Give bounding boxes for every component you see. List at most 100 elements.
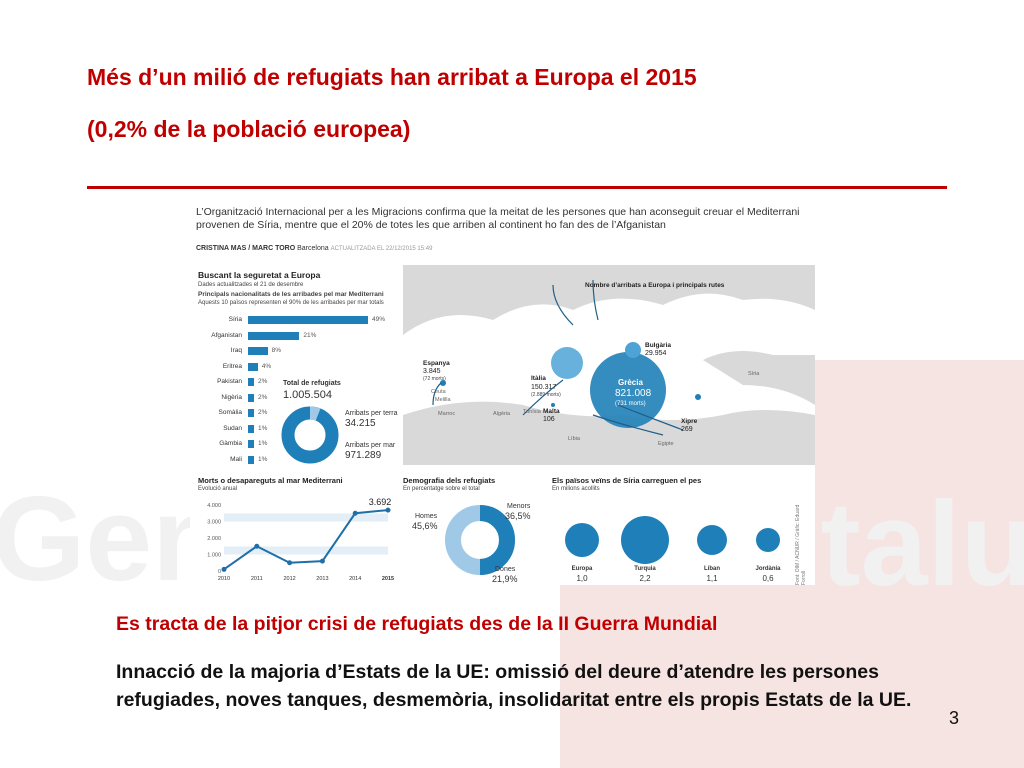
grid-band — [224, 546, 388, 555]
neighbour-value: 0,6 — [762, 574, 774, 583]
slide-title-subline: (0,2% de la població europea) — [87, 116, 411, 142]
route-arrows — [432, 279, 684, 436]
nationality-row: Afganistan 21% — [198, 331, 398, 341]
greece-bubble — [590, 352, 666, 428]
bulgaria-name: Bulgària — [645, 342, 671, 349]
nationality-pct: 1% — [258, 424, 268, 432]
demography-title: Demografia dels refugiats — [403, 476, 496, 485]
nationality-pct: 49% — [372, 316, 386, 323]
total-value: 1.005.504 — [283, 389, 332, 401]
y-tick-label: 3.000 — [207, 520, 221, 526]
neighbour-circle — [756, 528, 780, 552]
sea-label: Arribats per mar — [345, 442, 396, 449]
italy-name: Itàlia — [531, 375, 546, 382]
nationality-bar — [248, 409, 254, 417]
nationality-pct: 8% — [271, 347, 281, 354]
page-number: 3 — [949, 708, 960, 728]
route-arrow — [592, 279, 599, 321]
infographic-headline: L’Organització Internacional per a les M… — [196, 206, 800, 231]
nationality-pct: 21% — [303, 331, 317, 339]
neighbours-subtitle: En milions acollits — [552, 486, 600, 492]
route-arrow — [552, 284, 574, 326]
x-tick-label: 2010 — [218, 576, 230, 582]
nationality-pct: 1% — [258, 455, 268, 463]
nationality-pct: 2% — [258, 378, 268, 385]
spain-name: Espanya — [423, 360, 450, 367]
malta-value: 106 — [543, 416, 555, 423]
watermark-text-left: Gen — [0, 472, 226, 606]
section1-note: Dades actualitzades el 21 de desembre — [198, 282, 304, 288]
bulgaria-value: 29.954 — [645, 350, 667, 357]
route-arrow — [617, 404, 684, 431]
map-place-names: Ceuta Melilla Marroc Algèria Tunísia Líbia Egi… — [431, 371, 760, 447]
women-value: 21,9% — [492, 574, 518, 584]
infographic-byline: CRISTINA MAS / MARC TORO Barcelona ACTUA… — [196, 245, 432, 252]
deaths-point — [287, 560, 293, 566]
europe-landmass — [403, 265, 815, 335]
nationality-row: Somàlia 2% — [198, 408, 398, 418]
nationality-pct: 1% — [258, 440, 268, 447]
neighbour-name: Europa — [571, 566, 593, 572]
nationality-bar — [248, 455, 254, 464]
nationality-bar — [248, 378, 254, 386]
minors-label: Menors — [507, 503, 531, 510]
nationality-pct: 2% — [258, 409, 268, 416]
spain-deaths: (72 morts) — [423, 376, 446, 382]
deaths-point — [254, 543, 260, 549]
map-place-name: Melilla — [435, 397, 452, 403]
neighbour-circle — [621, 516, 669, 564]
map-place-name: Egipte — [658, 441, 674, 447]
italy-value: 150.317 — [531, 384, 556, 391]
nationality-bar — [248, 316, 368, 324]
route-arrow — [522, 379, 564, 416]
total-donut — [281, 406, 339, 464]
deaths-subtitle: Evolució anual — [198, 486, 238, 492]
deaths-point — [221, 566, 227, 572]
nationality-row: Pakistan 2% — [198, 377, 398, 387]
total-label: Total de refugiats — [283, 380, 341, 387]
y-tick-label: 2.000 — [207, 536, 221, 542]
spain-value: 3.845 — [423, 368, 441, 375]
nationality-name: Iraq — [230, 347, 242, 354]
neighbours-title: Els països veïns de Síria carreguen el p… — [552, 476, 702, 485]
map-place-name: Ceuta — [431, 389, 447, 395]
nationality-row: Iraq 8% — [198, 346, 398, 356]
byline-updated: ACTUALITZADA EL 22/12/2015 15:49 — [330, 246, 433, 252]
neighbour-name: Líban — [704, 566, 720, 572]
women-label: Dones — [495, 566, 516, 573]
nationality-bar — [248, 331, 300, 340]
nationality-bar — [248, 362, 258, 371]
eu-inaction-paragraph: Innacció de la majoria d’Estats de la UE… — [116, 661, 912, 711]
y-tick-label: 1.000 — [207, 553, 221, 559]
nationality-name: Mali — [230, 455, 242, 463]
men-value: 45,6% — [412, 521, 438, 531]
bulgaria-bubble — [625, 342, 641, 358]
deaths-point — [352, 510, 358, 516]
nationality-bar — [248, 393, 254, 402]
deaths-point — [319, 558, 325, 564]
nationality-name: Sudan — [223, 424, 242, 432]
deaths-title: Morts o desapareguts al mar Mediterrani — [198, 476, 343, 485]
donut-land-arc — [309, 406, 321, 421]
map-place-name: Tunísia — [523, 409, 542, 415]
section1-subtitle: Principals nacionalitats de les arribade… — [198, 291, 384, 298]
greece-deaths: (731 morts) — [615, 401, 646, 407]
cyprus-name: Xipre — [681, 418, 698, 425]
grid-band — [224, 513, 388, 522]
route-arrow — [592, 414, 664, 436]
x-tick-label: 2012 — [283, 576, 295, 582]
demography-donut — [445, 505, 515, 575]
land-value: 34.215 — [345, 418, 376, 429]
nationality-row: Gàmbia 1% — [198, 439, 398, 449]
refugees-infographic: L’Organització Internacional per a les M… — [190, 200, 815, 585]
watermark-text-right: talu — [820, 477, 1024, 611]
route-arrow — [432, 382, 442, 406]
neighbour-value: 1,1 — [706, 574, 718, 583]
map-legend: Nombre d’arribats a Europa i principals … — [585, 282, 725, 289]
land-label: Arribats per terra — [345, 410, 398, 417]
italy-deaths: (2.889 morts) — [531, 392, 561, 398]
nationality-name: Somàlia — [218, 409, 242, 416]
byline-authors: CRISTINA MAS / MARC TORO — [196, 245, 296, 252]
crisis-statement: Es tracta de la pitjor crisi de refugiat… — [116, 613, 718, 635]
nationality-row: Mali 1% — [198, 455, 398, 465]
